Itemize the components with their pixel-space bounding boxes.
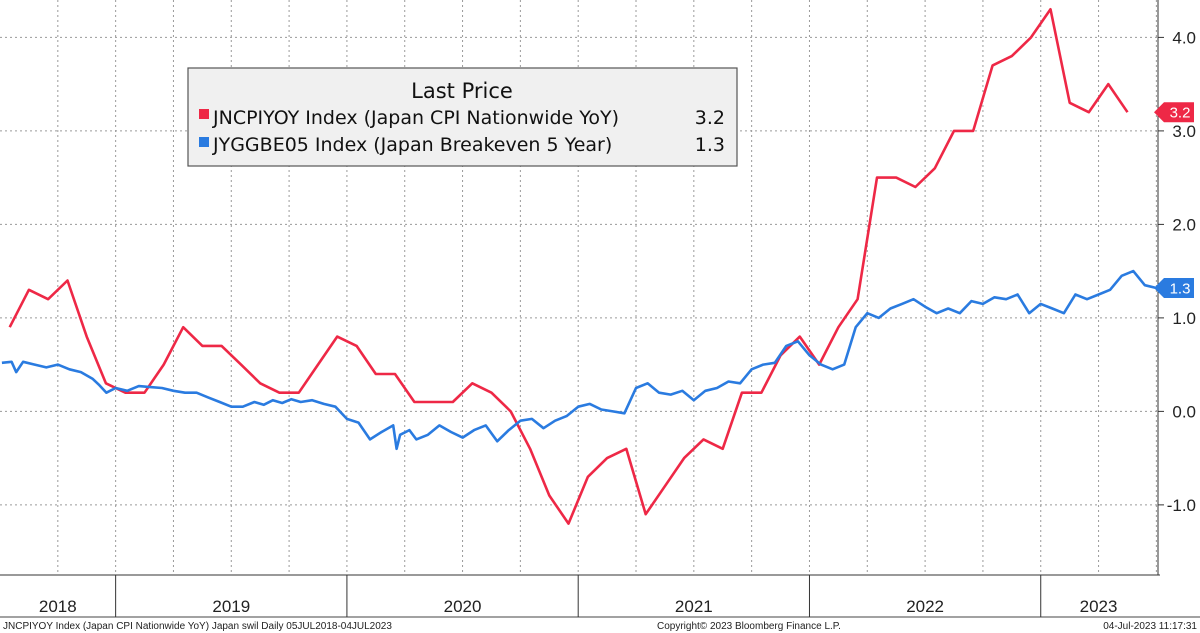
footer-left: JNCPIYOY Index (Japan CPI Nationwide YoY… — [3, 621, 392, 632]
cpi-last-badge-label: 3.2 — [1170, 105, 1191, 122]
y-tick-label: 3.0 — [1172, 122, 1196, 141]
x-tick-label: 2020 — [444, 597, 482, 616]
legend-label-cpi: JNCPIYOY Index (Japan CPI Nationwide YoY… — [212, 107, 619, 129]
breakeven-last-badge — [1154, 277, 1194, 298]
cpi-series-line — [8, 8, 1129, 525]
axes: -1.0 0.0 1.0 2.0 3.0 4.0 2018 2019 2020 2021 2022 2… — [0, 0, 1200, 618]
y-tick-label: 1.0 — [1172, 309, 1196, 328]
breakeven-last-badge-label: 1.3 — [1170, 280, 1191, 297]
legend-title: Last Price — [411, 79, 513, 103]
legend-swatch-breakeven — [199, 137, 209, 147]
cpi-last-badge — [1154, 102, 1194, 123]
legend-value-breakeven: 1.3 — [695, 134, 725, 156]
x-tick-label: 2022 — [906, 597, 944, 616]
footer-right: 04-Jul-2023 11:17:31 — [1103, 621, 1197, 632]
breakeven-series-line — [1, 269, 1157, 451]
legend-box — [187, 67, 738, 167]
legend-swatch-cpi — [199, 109, 209, 119]
x-tick-label: 2021 — [675, 597, 713, 616]
footer: JNCPIYOY Index (Japan CPI Nationwide YoY… — [3, 621, 1197, 632]
legend-value-cpi: 3.2 — [695, 107, 725, 129]
x-tick-label: 2018 — [39, 597, 77, 616]
y-tick-label: 2.0 — [1172, 215, 1196, 234]
y-tick-label: 4.0 — [1172, 28, 1196, 47]
x-tick-label: 2023 — [1080, 597, 1118, 616]
y-tick-label: -1.0 — [1167, 496, 1196, 515]
last-value-badges: 3.2 1.3 — [1154, 102, 1194, 298]
y-tick-label: 0.0 — [1172, 402, 1196, 421]
legend: Last Price JNCPIYOY Index (Japan CPI Nat… — [187, 67, 738, 167]
x-tick-label: 2019 — [212, 597, 250, 616]
footer-center: Copyright© 2023 Bloomberg Finance L.P. — [657, 621, 841, 632]
series-layer — [1, 8, 1157, 525]
legend-label-breakeven: JYGGBE05 Index (Japan Breakeven 5 Year) — [212, 134, 612, 156]
